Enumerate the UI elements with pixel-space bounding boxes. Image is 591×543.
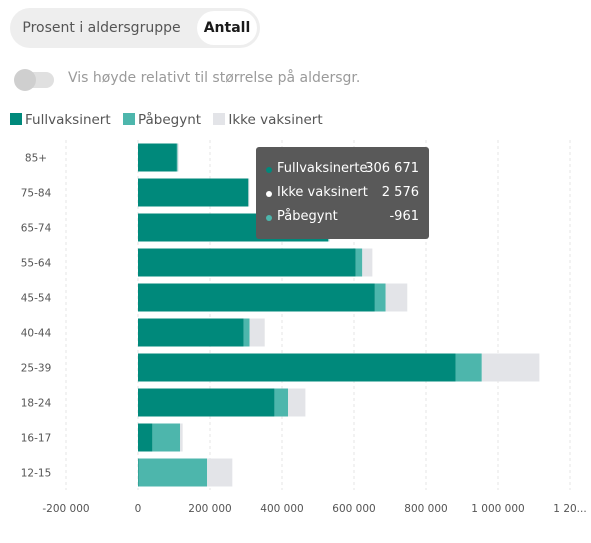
bar-segment	[248, 178, 250, 207]
chart-legend: Fullvaksinert Påbegynt Ikke vaksinert	[10, 112, 331, 130]
tooltip-label: Ikke vaksinert	[277, 185, 368, 200]
switch-knob	[14, 69, 36, 91]
x-tick-label: -200 000	[42, 503, 89, 515]
bar-segment	[176, 143, 178, 172]
bar-segment	[180, 423, 183, 452]
x-tick-label: 0	[135, 503, 142, 515]
bar-segment	[249, 318, 265, 347]
bar-segment	[138, 178, 249, 207]
y-category-label: 18-24	[21, 398, 52, 410]
bar-segment	[207, 458, 233, 487]
tooltip-label: Påbegynt	[277, 209, 338, 224]
bar-segment	[362, 248, 373, 277]
bar-segment	[138, 283, 375, 312]
tooltip-row-fullvaksinerte: Fullvaksinerte 306 671	[266, 161, 419, 179]
x-tick-label: 400 000	[260, 503, 303, 515]
relative-height-label: Vis høyde relativt til størrelse på alde…	[68, 70, 361, 86]
bar-segment	[177, 143, 179, 172]
bar-segment	[138, 248, 356, 277]
tooltip-row-pabegynt: Påbegynt -961	[266, 209, 419, 227]
tooltip-value: 2 576	[381, 185, 419, 200]
legend-swatch	[213, 113, 226, 125]
tooltip-row-ikke-vaksinert: Ikke vaksinert 2 576	[266, 185, 419, 203]
y-category-label: 75-84	[21, 188, 52, 200]
view-mode-toggle-group: Prosent i aldersgruppe Antall	[10, 8, 260, 48]
y-category-label: 25-39	[21, 363, 52, 375]
legend-item-pabegynt[interactable]: Påbegynt	[122, 112, 202, 128]
x-tick-label: 600 000	[332, 503, 375, 515]
bar-segment	[138, 458, 139, 487]
legend-item-fullvaksinert[interactable]: Fullvaksinert	[10, 112, 111, 128]
count-option[interactable]: Antall	[197, 11, 257, 45]
y-category-label: 12-15	[21, 468, 52, 480]
relative-height-switch[interactable]	[14, 69, 54, 91]
bar-segment	[138, 143, 177, 172]
y-category-label: 85+	[25, 153, 47, 165]
bar-segment	[288, 388, 306, 417]
y-category-label: 55-64	[21, 258, 52, 270]
bar-segment	[385, 283, 408, 312]
legend-label: Ikke vaksinert	[228, 112, 323, 128]
x-tick-label: 1 20...	[553, 503, 586, 515]
y-category-label: 45-54	[21, 293, 52, 305]
bar-segment	[481, 353, 540, 382]
legend-label: Påbegynt	[137, 112, 202, 128]
tooltip-dot	[266, 191, 272, 197]
bar-segment	[138, 458, 208, 487]
tooltip-dot	[266, 215, 272, 221]
tooltip-value: 306 671	[365, 161, 419, 176]
legend-item-ikke-vaksinert[interactable]: Ikke vaksinert	[213, 112, 323, 128]
x-tick-label: 800 000	[404, 503, 447, 515]
y-category-label: 65-74	[21, 223, 52, 235]
x-tick-label: 1 000 000	[471, 503, 524, 515]
bar-segment	[138, 318, 244, 347]
percent-in-age-group-option[interactable]: Prosent i aldersgruppe	[22, 20, 181, 36]
tooltip-value: -961	[389, 209, 419, 224]
tooltip-dot	[266, 167, 272, 173]
bar-segment	[455, 353, 482, 382]
bar-segment	[274, 388, 289, 417]
y-category-label: 16-17	[21, 433, 52, 445]
legend-swatch	[122, 113, 135, 125]
bar-segment	[138, 353, 456, 382]
bar-segment	[138, 423, 153, 452]
bar-segment	[138, 388, 275, 417]
y-category-label: 40-44	[21, 328, 52, 340]
x-tick-label: 200 000	[188, 503, 231, 515]
bar-segment	[152, 423, 181, 452]
tooltip-label: Fullvaksinerte	[277, 161, 368, 176]
bar-tooltip: Fullvaksinerte 306 671 Ikke vaksinert 2 …	[256, 147, 429, 239]
legend-swatch	[10, 113, 22, 125]
bar-segment	[243, 318, 250, 347]
bar-segment	[355, 248, 363, 277]
legend-label: Fullvaksinert	[25, 112, 111, 128]
bar-segment	[374, 283, 386, 312]
